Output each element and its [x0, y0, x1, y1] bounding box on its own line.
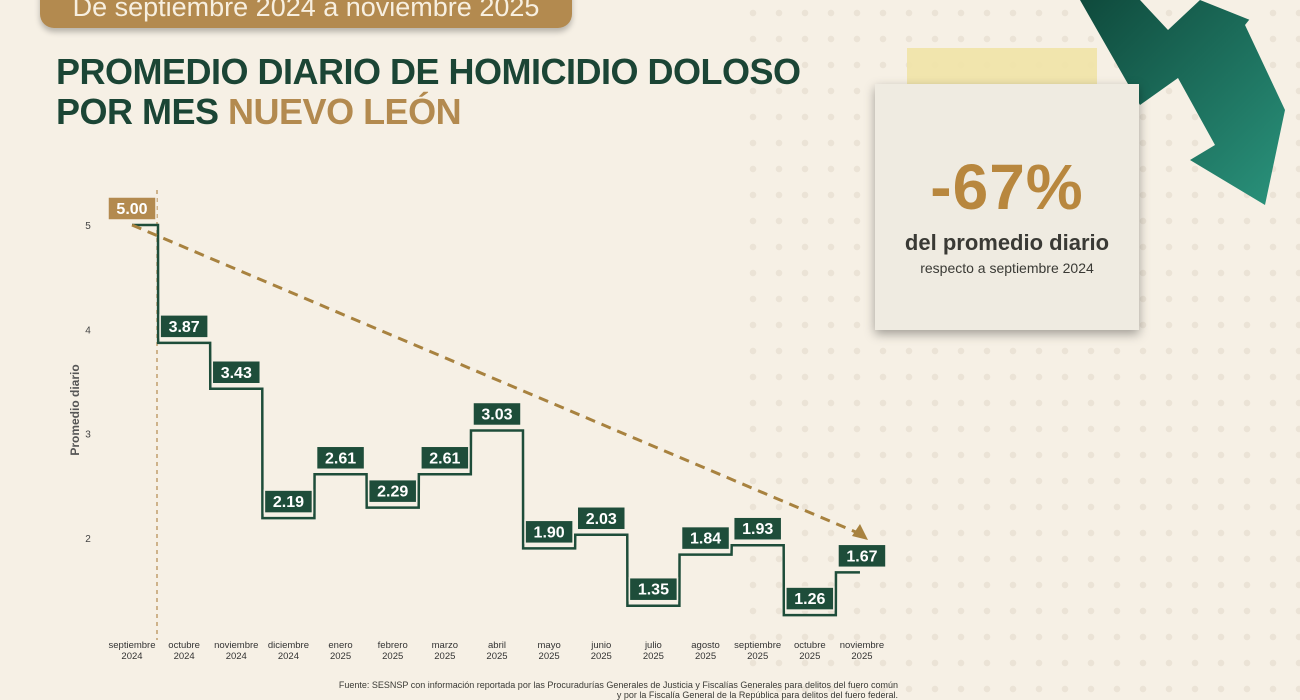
- data-label: 3.87: [169, 319, 200, 336]
- data-label-box: [680, 525, 731, 551]
- data-label-box: [785, 586, 835, 611]
- data-label-box: [263, 489, 314, 514]
- y-tick-label: 3: [85, 430, 91, 441]
- data-label: 2.19: [273, 494, 304, 511]
- x-tick-label: abril 2025: [486, 640, 507, 662]
- data-label: 1.35: [638, 582, 669, 599]
- x-tick-label: noviembre 2025: [840, 640, 884, 662]
- data-label: 2.29: [377, 484, 408, 501]
- data-label-box: [315, 445, 366, 471]
- data-label-box: [211, 360, 262, 385]
- data-label: 5.00: [116, 201, 147, 218]
- summary-card: -67% del promedio diario respecto a sept…: [875, 84, 1139, 330]
- x-tick-label: enero 2025: [328, 640, 352, 662]
- y-tick-label: 5: [85, 221, 91, 232]
- x-tick-label: diciembre 2024: [268, 640, 309, 662]
- data-label: 1.67: [846, 548, 877, 565]
- page-title: PROMEDIO DIARIO DE HOMICIDIO DOLOSO POR …: [56, 52, 801, 132]
- data-label-box: [472, 401, 522, 427]
- data-label: 3.43: [221, 365, 252, 382]
- y-axis-label: Promedio diario: [68, 364, 82, 455]
- x-tick-label: mayo 2025: [538, 640, 561, 662]
- x-tick-label: marzo 2025: [432, 640, 458, 662]
- data-label-box: [576, 506, 627, 531]
- data-label-box: [107, 196, 157, 221]
- data-label-box: [837, 543, 887, 569]
- source-note: Fuente: SESNSP con información reportada…: [339, 680, 898, 700]
- data-label: 1.84: [690, 531, 721, 548]
- x-tick-label: septiembre 2024: [109, 640, 156, 662]
- title-state: NUEVO LEÓN: [228, 91, 462, 132]
- x-tick-label: agosto 2025: [691, 640, 720, 662]
- data-label: 2.03: [586, 511, 617, 528]
- data-label: 1.93: [742, 521, 773, 538]
- title-line-2: POR MES: [56, 91, 219, 132]
- data-label-box: [524, 519, 574, 545]
- trend-line: [131, 223, 859, 535]
- x-tick-label: octubre 2024: [168, 640, 200, 662]
- percent-change: -67%: [930, 151, 1084, 223]
- y-tick-label: 2: [85, 534, 91, 545]
- x-tick-label: septiembre 2025: [734, 640, 781, 662]
- source-line-2: y por la Fiscalía General de la Repúblic…: [616, 690, 898, 700]
- y-tick-label: 4: [85, 325, 91, 336]
- title-line-1: PROMEDIO DIARIO DE HOMICIDIO DOLOSO: [56, 51, 801, 92]
- step-series-line: [132, 223, 860, 617]
- data-label: 2.61: [325, 450, 356, 467]
- data-label-box: [420, 445, 470, 471]
- data-label-box: [628, 576, 679, 602]
- period-badge: De septiembre 2024 a noviembre 2025: [40, 0, 572, 28]
- data-label: 1.26: [794, 591, 825, 608]
- data-label: 2.61: [429, 450, 460, 467]
- x-tick-label: julio 2025: [643, 640, 664, 662]
- source-line-1: Fuente: SESNSP con información reportada…: [338, 680, 898, 690]
- x-tick-label: noviembre 2024: [214, 640, 258, 662]
- data-label-box: [367, 478, 418, 504]
- trend-arrowhead: [852, 524, 868, 540]
- card-sublabel: respecto a septiembre 2024: [920, 260, 1094, 276]
- data-label-box: [159, 314, 209, 339]
- x-tick-label: octubre 2025: [794, 640, 826, 662]
- x-tick-label: febrero 2025: [378, 640, 408, 662]
- data-label: 1.90: [534, 524, 565, 541]
- x-tick-label: junio 2025: [590, 640, 612, 662]
- data-label-box: [732, 516, 783, 541]
- card-label: del promedio diario: [904, 230, 1110, 255]
- down-arrow-icon: [1080, 0, 1285, 205]
- data-label: 3.03: [481, 406, 512, 423]
